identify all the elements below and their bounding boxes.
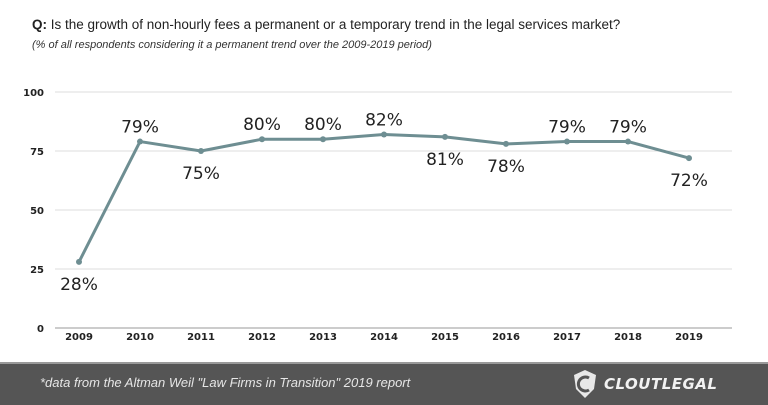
logo-text: CLOUTLEGAL — [604, 375, 718, 393]
x-tick-label: 2009 — [65, 332, 93, 343]
y-tick-label: 100 — [23, 88, 44, 99]
data-point — [137, 138, 143, 145]
line-chart: 0 25 50 75 100 2009 2010 2011 2012 2013 2014 2015 20… — [23, 88, 732, 343]
x-tick-label: 2016 — [492, 332, 520, 343]
chart-subtitle: (% of all respondents considering it a p… — [32, 39, 432, 51]
x-tick-label: 2013 — [309, 332, 337, 343]
data-point — [503, 140, 509, 147]
y-tick-label: 75 — [30, 147, 44, 158]
data-label: 81% — [426, 150, 464, 170]
data-point — [320, 136, 326, 143]
data-point — [76, 258, 82, 265]
data-label: 75% — [182, 164, 220, 184]
data-point — [564, 138, 570, 145]
data-point — [381, 131, 387, 138]
x-tick-label: 2015 — [431, 332, 459, 343]
x-tick-label: 2018 — [614, 332, 642, 343]
source-note: *data from the Altman Weil "Law Firms in… — [40, 375, 411, 390]
data-label: 79% — [121, 118, 159, 138]
y-tick-label: 25 — [30, 265, 44, 276]
data-point — [625, 138, 631, 145]
question-prefix: Q: — [32, 17, 47, 32]
cloutlegal-logo: CLOUTLEGAL — [572, 369, 717, 399]
x-tick-label: 2019 — [675, 332, 703, 343]
y-tick-label: 50 — [30, 206, 44, 217]
y-tick-label: 0 — [37, 324, 44, 335]
data-label: 28% — [60, 275, 98, 295]
data-label: 79% — [548, 118, 586, 138]
data-label: 72% — [670, 171, 708, 191]
x-tick-label: 2011 — [187, 332, 215, 343]
data-label: 80% — [304, 115, 342, 135]
x-tick-label: 2017 — [553, 332, 581, 343]
x-tick-label: 2012 — [248, 332, 276, 343]
data-point — [686, 155, 692, 162]
data-label: 82% — [365, 110, 403, 130]
series-line — [77, 132, 690, 263]
x-tick-label: 2010 — [126, 332, 154, 343]
data-label: 78% — [487, 157, 525, 177]
chart-question: Q: Is the growth of non-hourly fees a pe… — [32, 17, 620, 32]
data-point — [259, 136, 265, 143]
data-point — [198, 148, 204, 154]
footer-bar: *data from the Altman Weil "Law Firms in… — [0, 362, 768, 405]
data-label: 80% — [243, 115, 281, 135]
question-text: Is the growth of non-hourly fees a perma… — [47, 17, 621, 32]
shield-logo-icon — [574, 370, 596, 398]
data-label: 79% — [609, 118, 647, 138]
data-point — [442, 133, 448, 140]
x-tick-label: 2014 — [370, 332, 398, 343]
